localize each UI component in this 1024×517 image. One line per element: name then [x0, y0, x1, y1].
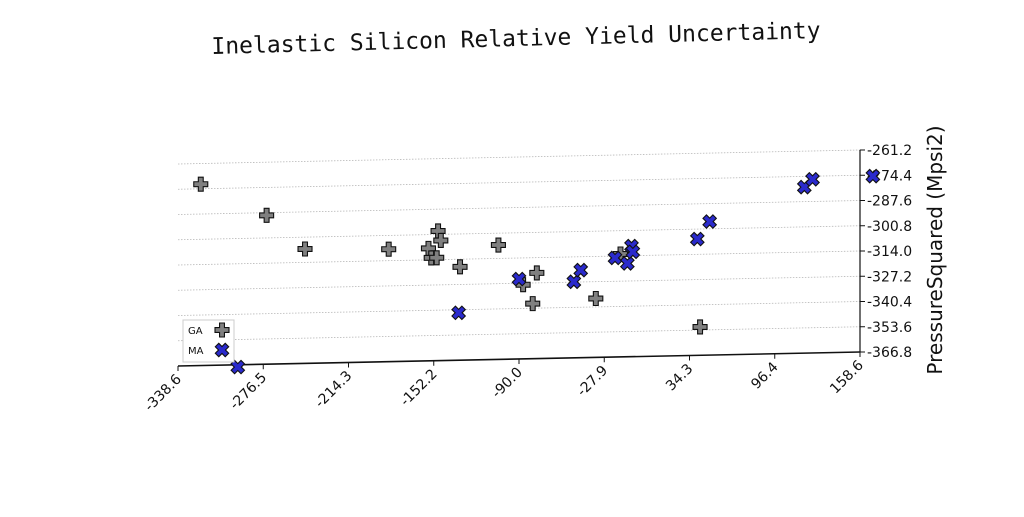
- gridline: [177, 174, 861, 190]
- gridline: [177, 225, 861, 241]
- data-point-ga: [490, 237, 506, 253]
- legend-marker-ga: [214, 322, 230, 338]
- series-ga: [193, 176, 708, 335]
- y-tick-label: -327.2: [867, 269, 912, 285]
- data-point-ma: [573, 262, 589, 278]
- data-point-ga: [429, 250, 445, 266]
- legend-marker-ma: [214, 342, 230, 358]
- gridline: [177, 250, 861, 266]
- data-point-ga: [452, 259, 468, 275]
- y-tick-label: -366.8: [867, 345, 912, 361]
- data-point-ga: [588, 290, 604, 307]
- data-point-ma: [566, 274, 582, 290]
- x-tick-label: -27.9: [574, 363, 611, 400]
- data-points: [193, 168, 881, 375]
- y-axis-label: PressureSquared (Mpsi2): [923, 125, 947, 374]
- series-ma: [230, 168, 881, 375]
- y-tick-label: -353.6: [867, 320, 912, 336]
- y-axis-ticks: -261.2-274.4-287.6-300.8-314.0-327.2-340…: [860, 143, 912, 361]
- data-point-ga: [297, 241, 313, 257]
- data-point-ma: [607, 250, 623, 266]
- data-point-ma: [805, 171, 820, 187]
- gridline: [177, 326, 861, 342]
- data-point-ma: [619, 255, 635, 271]
- data-point-ga: [193, 176, 209, 192]
- y-tick-label: -300.8: [867, 219, 912, 235]
- y-tick-label: -340.4: [867, 295, 912, 311]
- chart-title: Inelastic Silicon Relative Yield Uncerta…: [211, 18, 821, 60]
- x-tick-label: -90.0: [489, 365, 526, 402]
- gridlines: [177, 149, 861, 367]
- data-point-ga: [692, 319, 708, 335]
- data-point-ga: [529, 265, 545, 281]
- gridline: [177, 275, 861, 291]
- y-tick-label: -261.2: [867, 143, 912, 159]
- data-point-ma: [230, 359, 246, 375]
- data-point-ma: [702, 214, 718, 230]
- data-point-ga: [259, 207, 275, 223]
- x-tick-label: 96.4: [748, 359, 781, 392]
- x-tick-label: -152.2: [397, 366, 440, 409]
- y-tick-label: -314.0: [867, 244, 912, 260]
- data-point-ma: [451, 305, 467, 321]
- y-tick-label: -287.6: [867, 194, 912, 210]
- x-tick-label: 34.3: [663, 361, 696, 394]
- legend-label-ma: MA: [188, 346, 204, 357]
- x-tick-label: 158.6: [827, 357, 867, 397]
- data-point-ga: [433, 232, 449, 249]
- legend-marker-icon: [214, 322, 230, 338]
- legend-marker-icon: [214, 342, 230, 358]
- x-tick-label: -276.5: [227, 370, 270, 413]
- gridline: [177, 301, 861, 316]
- gridline: [177, 200, 861, 215]
- x-axis-ticks: -338.6 -276.5 -214.3 -152.2 -90.0 -27.9 34.3 96…: [142, 352, 867, 415]
- data-point-ma: [511, 271, 527, 287]
- x-tick-label: -338.6: [142, 371, 185, 414]
- legend-label-ga: GA: [188, 326, 203, 337]
- data-point-ma: [625, 244, 641, 260]
- gridline: [177, 149, 861, 165]
- data-point-ga: [525, 296, 541, 312]
- data-point-ga: [381, 241, 397, 257]
- data-point-ma: [689, 231, 705, 247]
- data-point-ma: [865, 168, 881, 184]
- legend: GA MA: [182, 319, 235, 363]
- axes: [177, 150, 861, 367]
- x-tick-label: -214.3: [312, 368, 355, 411]
